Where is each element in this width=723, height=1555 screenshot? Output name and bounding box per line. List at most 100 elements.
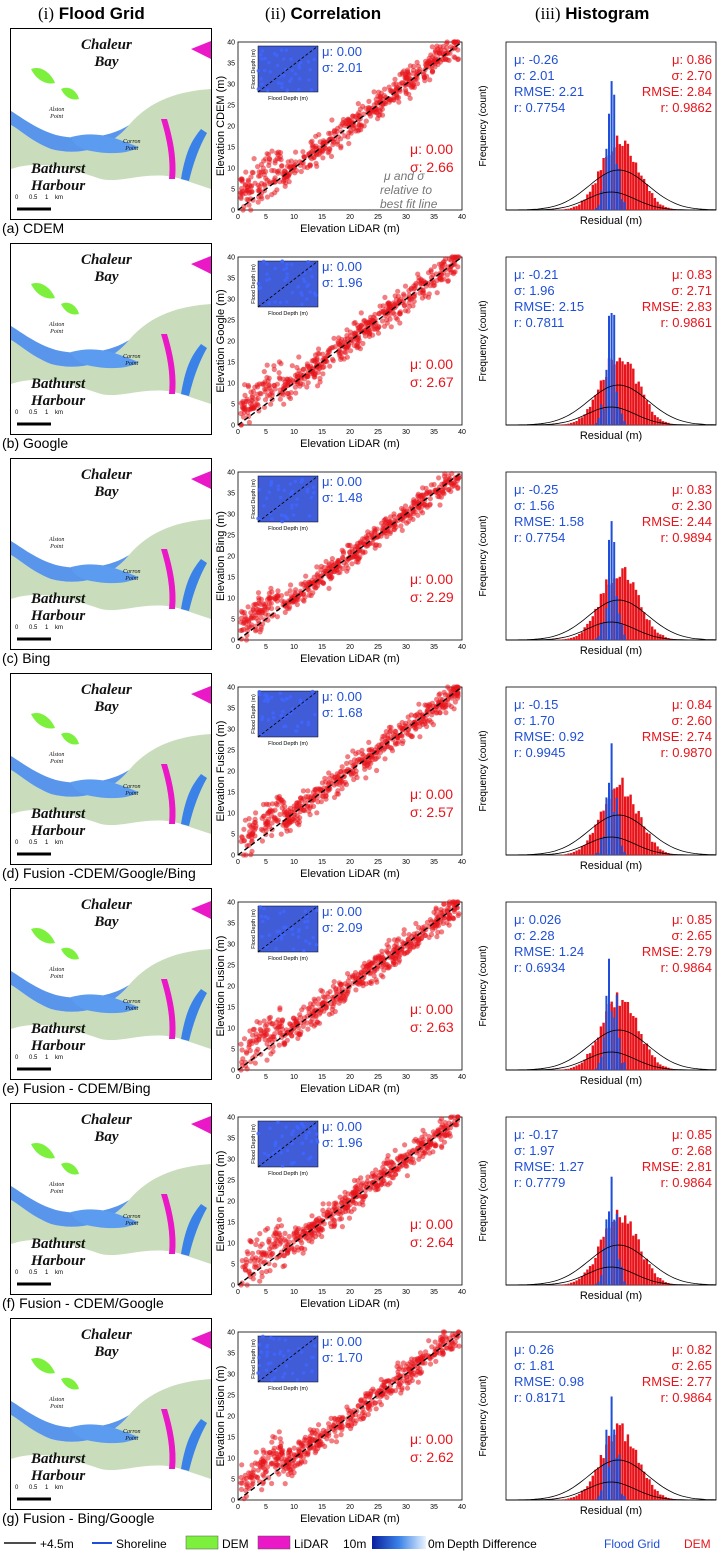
inset-point xyxy=(281,1375,285,1379)
scatter-point xyxy=(265,810,271,816)
scale-tick-label: 0.5 xyxy=(29,1270,38,1276)
histogram-y-axis-label: Frequency (count) xyxy=(478,1160,489,1241)
scatter-point xyxy=(397,311,403,317)
inset-x-label: Flood Depth (m) xyxy=(268,96,308,102)
scatter-point xyxy=(369,320,375,326)
scatter-point xyxy=(455,47,461,53)
inset-point xyxy=(311,1355,316,1359)
inset-point xyxy=(284,515,288,519)
scatter-point xyxy=(426,1338,432,1344)
inset-point xyxy=(304,1136,308,1141)
scatter-point xyxy=(249,1255,255,1261)
scatter-point xyxy=(273,1226,279,1232)
scatter-point xyxy=(239,1280,245,1286)
inset-point xyxy=(300,1121,304,1126)
dem-bar xyxy=(653,197,657,210)
scatter-x-axis-label: Elevation LiDAR (m) xyxy=(300,1298,400,1310)
scatter-point xyxy=(355,101,361,107)
harbour-water xyxy=(11,809,211,864)
inset-point xyxy=(307,514,312,518)
scatter-y-axis-label: Elevation Fusion (m) xyxy=(215,721,227,822)
flood-stat-rmse: RMSE: 1.58 xyxy=(514,514,584,529)
scatter-point xyxy=(266,151,272,158)
scatter-x-axis-label: Elevation LiDAR (m) xyxy=(300,868,400,880)
inset-point xyxy=(285,1148,290,1153)
inset-point xyxy=(302,1371,306,1375)
dem-bar xyxy=(632,1235,635,1285)
flood-stat-sigma: σ: 2.01 xyxy=(514,68,555,83)
flood-map-graphic xyxy=(11,674,211,864)
scatter-point xyxy=(348,348,354,354)
scatter-point xyxy=(441,473,447,479)
scatter-point xyxy=(291,596,297,602)
y-tick-label: 15 xyxy=(227,145,235,152)
dem-bar xyxy=(586,1269,589,1285)
inset-point xyxy=(303,909,308,913)
scatter-point xyxy=(265,393,271,399)
inset-point xyxy=(258,53,263,57)
scatter-point xyxy=(264,1450,270,1456)
scatter-point xyxy=(249,1250,256,1256)
flood-bar xyxy=(600,838,603,855)
inset-point xyxy=(313,292,318,297)
scatter-point xyxy=(261,369,267,375)
scatter-point xyxy=(441,908,447,914)
scatter-point xyxy=(453,476,459,482)
scatter-point xyxy=(366,333,373,339)
scatter-point xyxy=(309,1009,315,1015)
scatter-point xyxy=(299,1441,305,1447)
map-label-alston-point: Alston Point xyxy=(49,1397,65,1410)
flood-bar xyxy=(597,635,600,640)
dem-stat-r: r: 0.9864 xyxy=(661,960,712,975)
inset-point xyxy=(276,81,281,85)
scatter-point xyxy=(360,1415,366,1421)
scatter-point xyxy=(371,973,377,979)
fit-line-note: μ and σ relative to best fit line xyxy=(380,169,438,211)
scatter-graphic: 0 5 10 15 20 25 30 35 400510152025303540Elevatio… xyxy=(215,39,466,235)
inset-point xyxy=(285,300,289,304)
scatter-point xyxy=(243,1262,249,1268)
scatter-point xyxy=(435,61,441,67)
scatter-point xyxy=(248,406,254,412)
scatter-point xyxy=(385,1153,391,1159)
dem-bar xyxy=(659,1494,662,1500)
scatter-point xyxy=(238,1041,244,1047)
scatter-point xyxy=(267,1014,273,1020)
inset-point xyxy=(281,57,286,61)
scatter-point xyxy=(300,788,306,794)
scatter-point xyxy=(296,354,302,360)
dem-bar xyxy=(594,1257,597,1285)
scatter-point xyxy=(253,1241,259,1248)
inset-point xyxy=(268,512,272,516)
dem-bar xyxy=(572,1066,576,1070)
dem-bar xyxy=(624,140,627,210)
dem-bar xyxy=(632,368,635,425)
scatter-point xyxy=(285,1471,291,1478)
scatter-point xyxy=(315,571,321,577)
inset-y-label: Flood Depth (m) xyxy=(251,479,257,519)
scatter-point xyxy=(305,803,311,809)
harbour-water xyxy=(11,379,211,434)
dem-bar xyxy=(640,1251,643,1285)
dem-bar xyxy=(651,841,654,855)
y-tick-label: 5 xyxy=(231,402,235,409)
scatter-point xyxy=(435,1127,441,1133)
river-flood xyxy=(181,559,207,611)
scatter-point xyxy=(256,597,262,603)
histogram-y-axis-label: Frequency (count) xyxy=(478,515,489,596)
inset-point xyxy=(257,487,262,492)
inset-point xyxy=(267,301,271,305)
scatter-point xyxy=(299,1007,305,1013)
dem-bar xyxy=(564,209,567,210)
scatter-point xyxy=(258,614,264,620)
y-tick-label: 15 xyxy=(227,1220,235,1227)
x-tick-label: 20 xyxy=(346,644,354,651)
scatter-point xyxy=(395,1372,401,1378)
x-tick-label: 30 xyxy=(402,1504,410,1511)
y-tick-label: 40 xyxy=(227,40,235,47)
scatter-point xyxy=(430,1149,436,1155)
scale-tick-label: 1 xyxy=(45,1055,49,1061)
scatter-point xyxy=(376,89,382,95)
scatter-point xyxy=(423,1349,429,1355)
inset-point xyxy=(315,1138,319,1142)
